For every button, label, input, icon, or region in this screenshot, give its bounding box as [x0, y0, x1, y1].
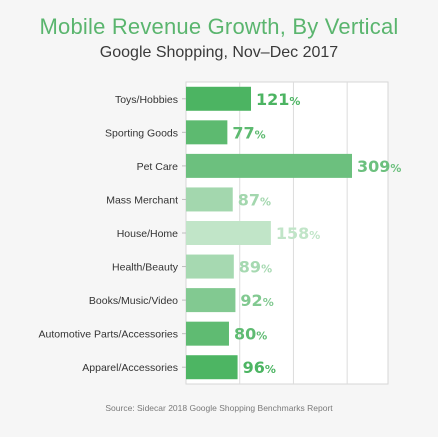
category-label: Books/Music/Video	[89, 295, 178, 307]
bar	[186, 86, 252, 111]
chart-title: Mobile Revenue Growth, By Vertical	[39, 14, 399, 39]
chart-subtitle: Google Shopping, Nov–Dec 2017	[99, 44, 339, 61]
category-label: Sporting Goods	[105, 127, 178, 139]
value-label: 80%	[234, 325, 267, 344]
value-label: 92%	[240, 291, 273, 310]
source-note: Source: Sidecar 2018 Google Shopping Ben…	[105, 403, 333, 413]
category-label: Pet Care	[137, 161, 179, 173]
category-label: Mass Merchant	[106, 194, 178, 206]
bar	[186, 321, 229, 346]
value-label: 96%	[243, 358, 276, 377]
bar	[186, 221, 271, 245]
category-label: Toys/Hobbies	[115, 94, 178, 106]
category-label: Automotive Parts/Accessories	[39, 329, 178, 341]
category-label: House/Home	[117, 228, 178, 240]
value-label: 77%	[232, 123, 265, 142]
category-label: Health/Beauty	[112, 262, 179, 274]
bar	[186, 288, 236, 313]
value-label: 158%	[276, 224, 320, 243]
value-label: 121%	[256, 90, 300, 109]
bar	[186, 355, 238, 380]
value-label: 89%	[239, 258, 272, 277]
category-label: Apparel/Accessories	[82, 362, 178, 374]
bar	[186, 187, 233, 212]
value-label: 87%	[238, 190, 271, 209]
bar	[186, 254, 234, 279]
bar	[186, 153, 352, 178]
value-label: 309%	[357, 157, 401, 176]
bar	[186, 120, 228, 145]
